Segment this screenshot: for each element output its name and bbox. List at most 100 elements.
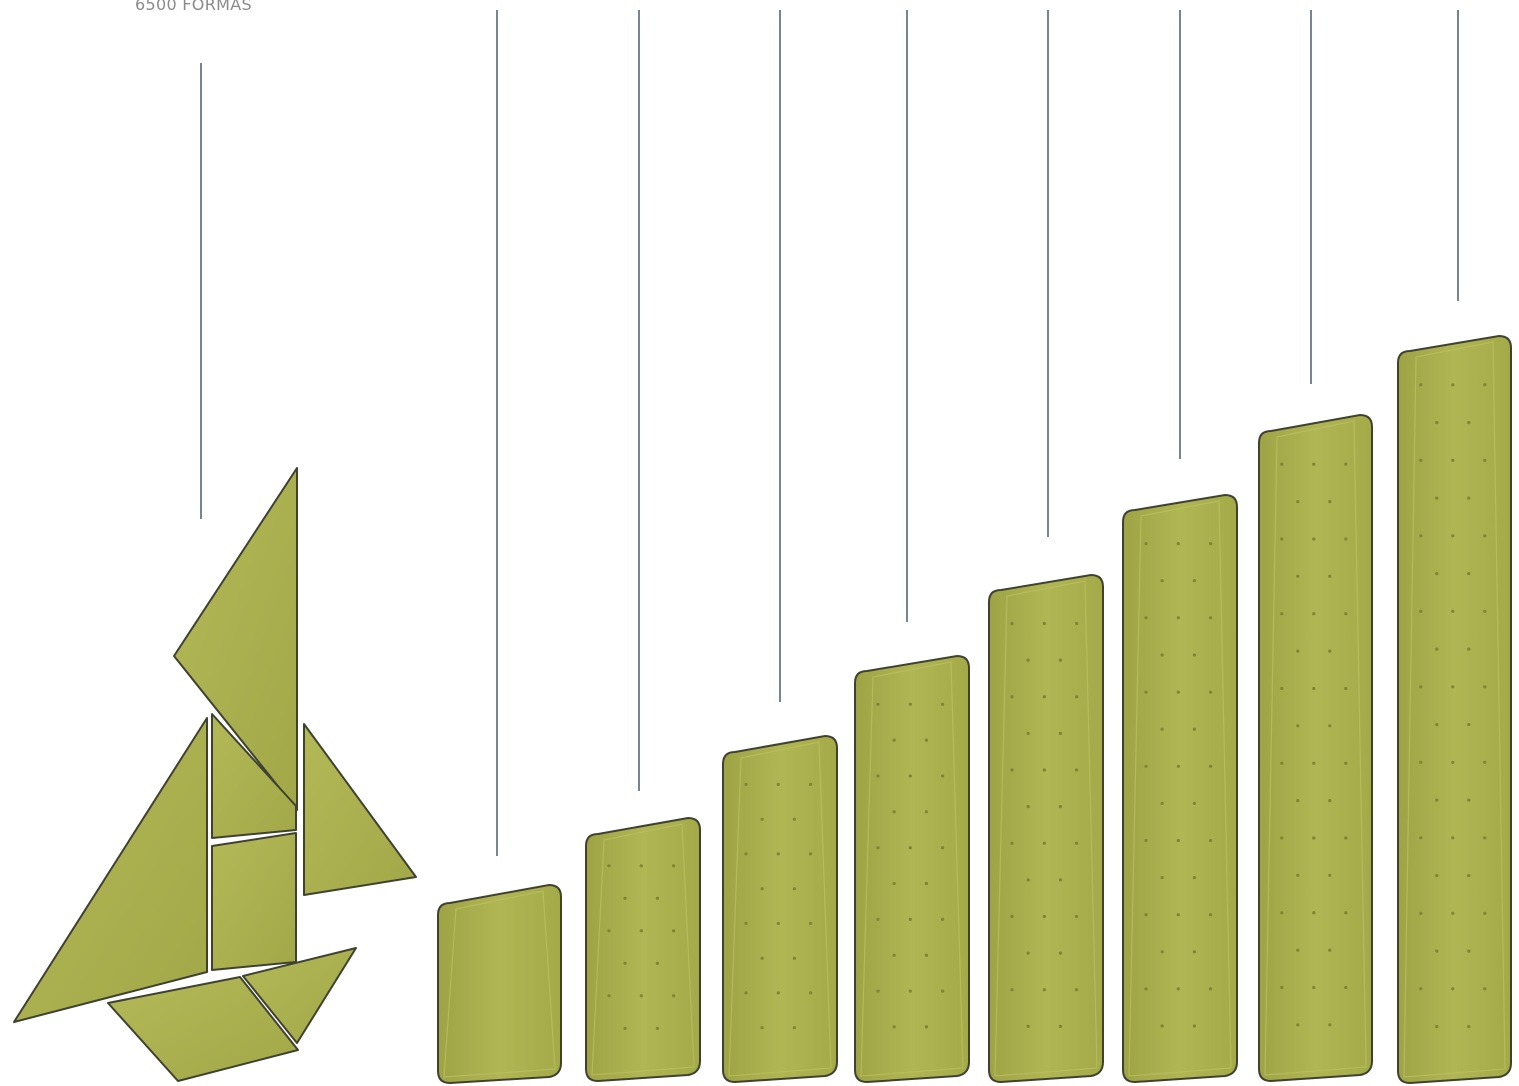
panel-tuft xyxy=(1467,647,1471,651)
tangram-piece xyxy=(303,723,417,896)
panel-tuft xyxy=(1328,799,1332,803)
panel-tuft xyxy=(655,961,660,965)
panel-tuft xyxy=(1144,987,1148,991)
panel-tuft xyxy=(1160,727,1164,731)
panel-tuft xyxy=(1042,695,1046,699)
panel-tuft xyxy=(1435,496,1439,500)
panel-tuft xyxy=(760,887,764,891)
panel-tuft xyxy=(941,989,945,993)
panel-tuft xyxy=(892,1025,896,1029)
panel-tuft xyxy=(1058,805,1062,809)
panel-tuft xyxy=(1010,695,1014,699)
acoustic-panel xyxy=(988,573,1104,1084)
panel-tuft xyxy=(809,991,813,995)
panel-tuft xyxy=(1010,988,1014,992)
panel-tuft xyxy=(1451,534,1455,538)
panel-tuft xyxy=(1419,987,1423,991)
panel-tuft xyxy=(876,702,880,706)
panel-tuft xyxy=(1209,542,1213,546)
panel-tuft xyxy=(760,817,764,821)
panel-tuft xyxy=(1435,874,1439,878)
panel-tuft xyxy=(1160,950,1164,954)
panel-tuft xyxy=(892,738,896,742)
panel-tuft xyxy=(1483,911,1487,915)
tangram-piece xyxy=(173,467,298,811)
tangram-piece xyxy=(242,947,357,1044)
panel-tuft xyxy=(1296,873,1300,877)
panel-tuft xyxy=(1058,731,1062,736)
caption: 6500 FORMAS xyxy=(135,0,252,14)
panel-tuft xyxy=(1419,836,1423,840)
panel-tuft xyxy=(760,956,764,960)
panel-tuft xyxy=(1419,534,1423,538)
panel-tuft xyxy=(1075,841,1079,845)
panel-tuft xyxy=(1010,914,1014,919)
panel-tuft xyxy=(1344,836,1348,840)
panel-tuft xyxy=(607,994,611,998)
panel-tuft xyxy=(1451,458,1455,462)
panel-tuft xyxy=(744,782,748,787)
panel-tuft xyxy=(1419,609,1423,613)
panel-tuft xyxy=(1467,723,1471,727)
panel-tuft xyxy=(1296,500,1300,504)
panel-tuft xyxy=(1344,612,1348,616)
panel-tuft xyxy=(1144,838,1148,843)
panel-tuft xyxy=(1192,801,1196,806)
panel-body xyxy=(988,573,1104,1084)
panel-tuft xyxy=(1280,836,1284,840)
panel-tuft xyxy=(776,991,780,995)
panel-tuft xyxy=(924,881,929,886)
tangram-piece xyxy=(211,832,297,971)
panel-tuft xyxy=(1192,727,1196,731)
panel-tuft xyxy=(623,1026,627,1030)
panel-tuft xyxy=(908,989,912,993)
panel-tuft xyxy=(876,774,880,778)
panel-tuft xyxy=(776,921,780,926)
panel-body xyxy=(722,734,838,1084)
acoustic-panel xyxy=(722,734,838,1084)
panel-tuft xyxy=(1344,537,1348,541)
panel-tuft xyxy=(1328,873,1332,877)
panel-tuft xyxy=(776,782,780,787)
panel-body xyxy=(1122,493,1238,1084)
hanging-lines xyxy=(200,10,1459,856)
panel-tuft xyxy=(639,929,643,933)
panel-tuft xyxy=(672,994,676,998)
panel-tuft xyxy=(1280,761,1284,765)
panel-tuft xyxy=(1296,649,1300,653)
acoustic-panel xyxy=(1258,413,1373,1083)
panel-tuft xyxy=(1176,987,1180,991)
panel-tuft xyxy=(1312,612,1316,616)
panel-tuft xyxy=(792,817,797,821)
panel-tuft xyxy=(792,887,797,891)
panel-tuft xyxy=(908,774,912,778)
panel-tuft xyxy=(1144,764,1148,768)
panel-tuft xyxy=(1344,911,1348,915)
panel-tuft xyxy=(1296,724,1300,728)
panel-tuft xyxy=(639,864,643,868)
panel-tuft xyxy=(1435,949,1439,953)
panel-tuft xyxy=(1192,950,1196,954)
acoustic-panel xyxy=(1397,334,1512,1085)
panel-tuft xyxy=(1042,768,1046,772)
panel-tuft xyxy=(1026,658,1030,662)
panel-bevel xyxy=(591,823,695,1076)
panel-tuft xyxy=(1467,949,1471,953)
panel-tuft xyxy=(1010,621,1014,626)
panel-tuft xyxy=(1451,383,1455,387)
tangram-piece xyxy=(13,717,208,1023)
panel-bevel xyxy=(1264,420,1367,1076)
panel-tuft xyxy=(1192,1024,1196,1028)
panel-tuft xyxy=(1176,838,1180,843)
panel-tuft xyxy=(672,929,676,933)
panel-tuft xyxy=(623,961,627,965)
panel-tuft xyxy=(1451,760,1455,764)
panel-tuft xyxy=(876,846,880,850)
panel-tuft xyxy=(1435,572,1439,576)
panel-tuft xyxy=(1026,805,1030,809)
panel-tuft xyxy=(607,864,611,868)
panel-tuft xyxy=(1344,761,1348,765)
panel-tuft xyxy=(1209,838,1213,843)
panel-tuft xyxy=(1312,462,1316,466)
panel-tuft xyxy=(1328,649,1332,653)
